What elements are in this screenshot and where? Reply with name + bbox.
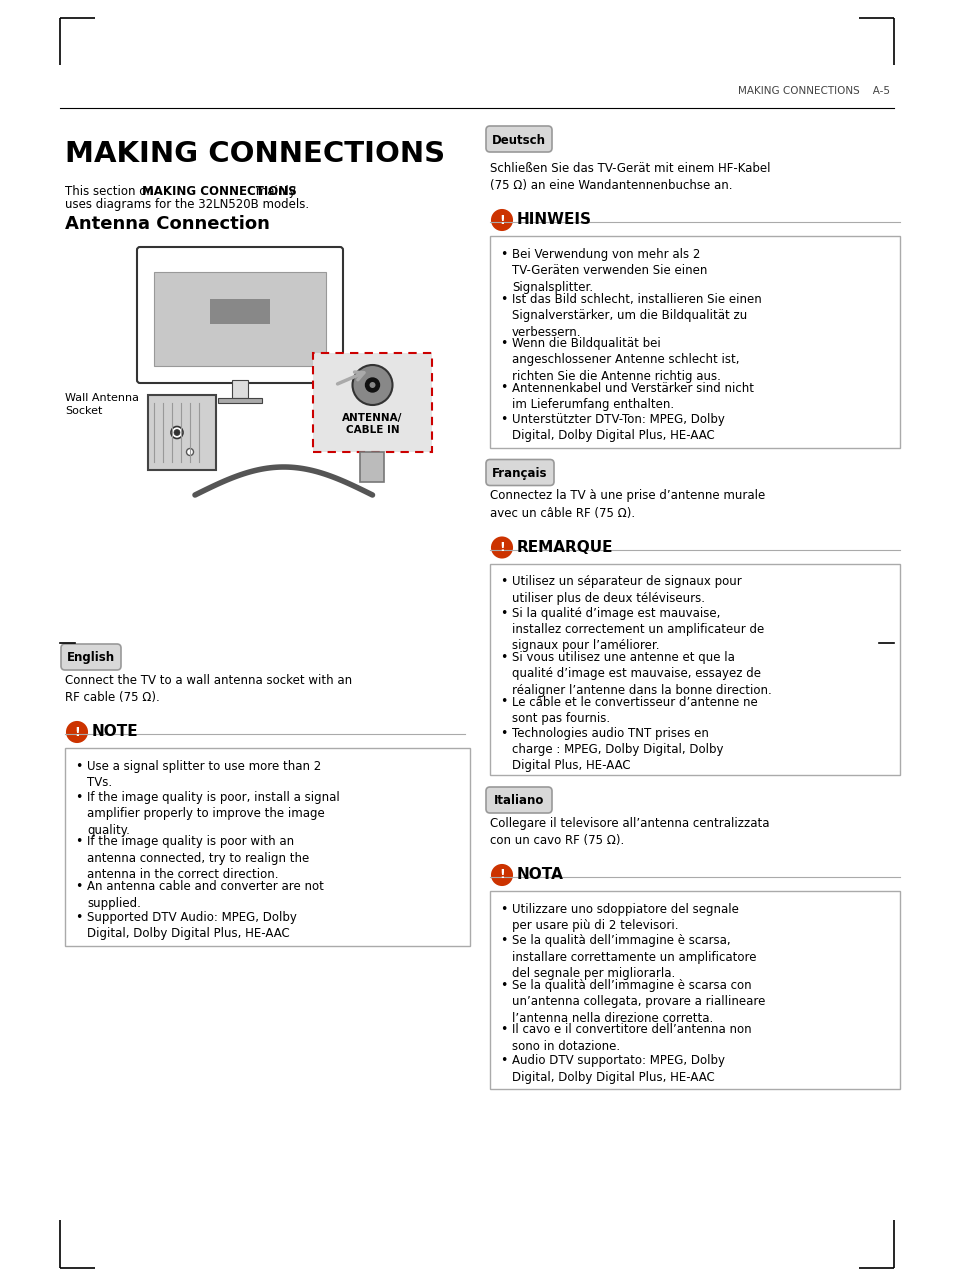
Text: Supported DTV Audio: MPEG, Dolby
Digital, Dolby Digital Plus, HE-AAC: Supported DTV Audio: MPEG, Dolby Digital…	[87, 910, 296, 940]
Text: Français: Français	[492, 467, 547, 480]
Text: Deutsch: Deutsch	[492, 134, 545, 147]
Circle shape	[492, 538, 512, 558]
Text: •: •	[75, 910, 83, 925]
Text: !: !	[74, 725, 80, 738]
Text: •: •	[499, 292, 507, 306]
Text: Italiano: Italiano	[494, 795, 543, 808]
Text: Se la qualità dell’immagine è scarsa,
installare correttamente un amplificatore
: Se la qualità dell’immagine è scarsa, in…	[512, 934, 756, 980]
Circle shape	[173, 430, 180, 436]
Text: NOTA: NOTA	[517, 867, 563, 882]
Circle shape	[492, 210, 512, 230]
Text: Connect the TV to a wall antenna socket with an
RF cable (75 Ω).: Connect the TV to a wall antenna socket …	[65, 674, 352, 703]
Circle shape	[365, 378, 379, 392]
Text: •: •	[499, 576, 507, 589]
Text: HINWEIS: HINWEIS	[517, 212, 592, 228]
Text: mainly: mainly	[252, 185, 295, 198]
Text: !: !	[498, 213, 504, 226]
FancyBboxPatch shape	[61, 644, 121, 670]
Text: Il cavo e il convertitore dell’antenna non
sono in dotazione.: Il cavo e il convertitore dell’antenna n…	[512, 1022, 751, 1052]
Text: MAKING CONNECTIONS    A-5: MAKING CONNECTIONS A-5	[738, 86, 889, 96]
Bar	[232, 379, 248, 397]
FancyBboxPatch shape	[65, 748, 470, 946]
FancyBboxPatch shape	[313, 352, 432, 451]
Text: Le câble et le convertisseur d’antenne ne
sont pas fournis.: Le câble et le convertisseur d’antenne n…	[512, 696, 757, 725]
Text: •: •	[499, 248, 507, 261]
Text: If the image quality is poor with an
antenna connected, try to realign the
anten: If the image quality is poor with an ant…	[87, 836, 309, 881]
Circle shape	[67, 721, 87, 742]
Circle shape	[369, 382, 375, 388]
Text: Collegare il televisore all’antenna centralizzata
con un cavo RF (75 Ω).: Collegare il televisore all’antenna cent…	[490, 817, 769, 847]
Text: uses diagrams for the 32LN520B models.: uses diagrams for the 32LN520B models.	[65, 198, 309, 211]
Circle shape	[352, 365, 392, 405]
Text: !: !	[498, 541, 504, 554]
Circle shape	[171, 427, 183, 439]
Text: •: •	[75, 880, 83, 892]
Text: If the image quality is poor, install a signal
amplifier properly to improve the: If the image quality is poor, install a …	[87, 791, 339, 837]
FancyBboxPatch shape	[490, 563, 899, 775]
Text: MAKING CONNECTIONS: MAKING CONNECTIONS	[65, 140, 445, 168]
Text: This section on: This section on	[65, 185, 157, 198]
FancyBboxPatch shape	[485, 126, 552, 152]
Text: •: •	[499, 1055, 507, 1067]
Text: Use a signal splitter to use more than 2
TVs.: Use a signal splitter to use more than 2…	[87, 760, 321, 790]
FancyBboxPatch shape	[490, 891, 899, 1089]
Text: •: •	[499, 382, 507, 395]
Text: Si vous utilisez une antenne et que la
qualité d’image est mauvaise, essayez de
: Si vous utilisez une antenne et que la q…	[512, 651, 771, 697]
Text: •: •	[499, 337, 507, 350]
Bar	[148, 395, 215, 469]
Text: Antenna Connection: Antenna Connection	[65, 215, 270, 233]
Text: •: •	[499, 696, 507, 709]
Text: English: English	[67, 652, 115, 665]
Text: An antenna cable and converter are not
supplied.: An antenna cable and converter are not s…	[87, 880, 323, 909]
Text: •: •	[499, 413, 507, 426]
Text: NOTE: NOTE	[91, 724, 138, 739]
Text: Connectez la TV à une prise d’antenne murale
avec un câble RF (75 Ω).: Connectez la TV à une prise d’antenne mu…	[490, 490, 764, 520]
Text: Utilisez un séparateur de signaux pour
utiliser plus de deux téléviseurs.: Utilisez un séparateur de signaux pour u…	[512, 576, 741, 604]
Text: MAKING CONNECTIONS: MAKING CONNECTIONS	[142, 185, 296, 198]
Text: Technologies audio TNT prises en
charge : MPEG, Dolby Digital, Dolby
Digital Plu: Technologies audio TNT prises en charge …	[512, 727, 722, 773]
Text: REMARQUE: REMARQUE	[517, 540, 613, 554]
Text: •: •	[499, 1022, 507, 1037]
Text: Bei Verwendung von mehr als 2
TV-Geräten verwenden Sie einen
Signalsplitter.: Bei Verwendung von mehr als 2 TV-Geräten…	[512, 248, 706, 294]
Bar	[153, 273, 326, 367]
Bar	[210, 298, 270, 324]
Bar	[218, 397, 262, 403]
Text: •: •	[499, 903, 507, 916]
Circle shape	[186, 449, 193, 455]
FancyBboxPatch shape	[485, 459, 554, 486]
Text: •: •	[499, 727, 507, 739]
Text: Unterstützter DTV-Ton: MPEG, Dolby
Digital, Dolby Digital Plus, HE-AAC: Unterstützter DTV-Ton: MPEG, Dolby Digit…	[512, 413, 724, 442]
Text: Utilizzare uno sdoppiatore del segnale
per usare più di 2 televisori.: Utilizzare uno sdoppiatore del segnale p…	[512, 903, 739, 932]
Text: Audio DTV supportato: MPEG, Dolby
Digital, Dolby Digital Plus, HE-AAC: Audio DTV supportato: MPEG, Dolby Digita…	[512, 1055, 724, 1084]
Text: Se la qualità dell’immagine è scarsa con
un’antenna collegata, provare a riallin: Se la qualità dell’immagine è scarsa con…	[512, 979, 764, 1025]
FancyBboxPatch shape	[490, 237, 899, 448]
Text: •: •	[499, 934, 507, 946]
Text: Wenn die Bildqualität bei
angeschlossener Antenne schlecht ist,
richten Sie die : Wenn die Bildqualität bei angeschlossene…	[512, 337, 739, 383]
Text: Antennenkabel und Verstärker sind nicht
im Lieferumfang enthalten.: Antennenkabel und Verstärker sind nicht …	[512, 382, 753, 412]
Text: •: •	[75, 836, 83, 849]
Text: Schließen Sie das TV-Gerät mit einem HF-Kabel
(75 Ω) an eine Wandantennenbuchse : Schließen Sie das TV-Gerät mit einem HF-…	[490, 162, 770, 192]
Text: •: •	[75, 760, 83, 773]
Text: Ist das Bild schlecht, installieren Sie einen
Signalverstärker, um die Bildquali: Ist das Bild schlecht, installieren Sie …	[512, 292, 760, 338]
Text: Wall Antenna
Socket: Wall Antenna Socket	[65, 394, 139, 417]
Bar	[360, 451, 384, 482]
Text: •: •	[499, 651, 507, 664]
FancyBboxPatch shape	[485, 787, 552, 813]
Text: •: •	[75, 791, 83, 804]
FancyBboxPatch shape	[137, 247, 343, 383]
Circle shape	[492, 865, 512, 885]
Text: ANTENNA/
CABLE IN: ANTENNA/ CABLE IN	[342, 413, 402, 436]
Text: •: •	[499, 607, 507, 620]
Text: •: •	[499, 979, 507, 992]
Text: !: !	[498, 868, 504, 881]
Text: Si la qualité d’image est mauvaise,
installez correctement un amplificateur de
s: Si la qualité d’image est mauvaise, inst…	[512, 607, 763, 652]
